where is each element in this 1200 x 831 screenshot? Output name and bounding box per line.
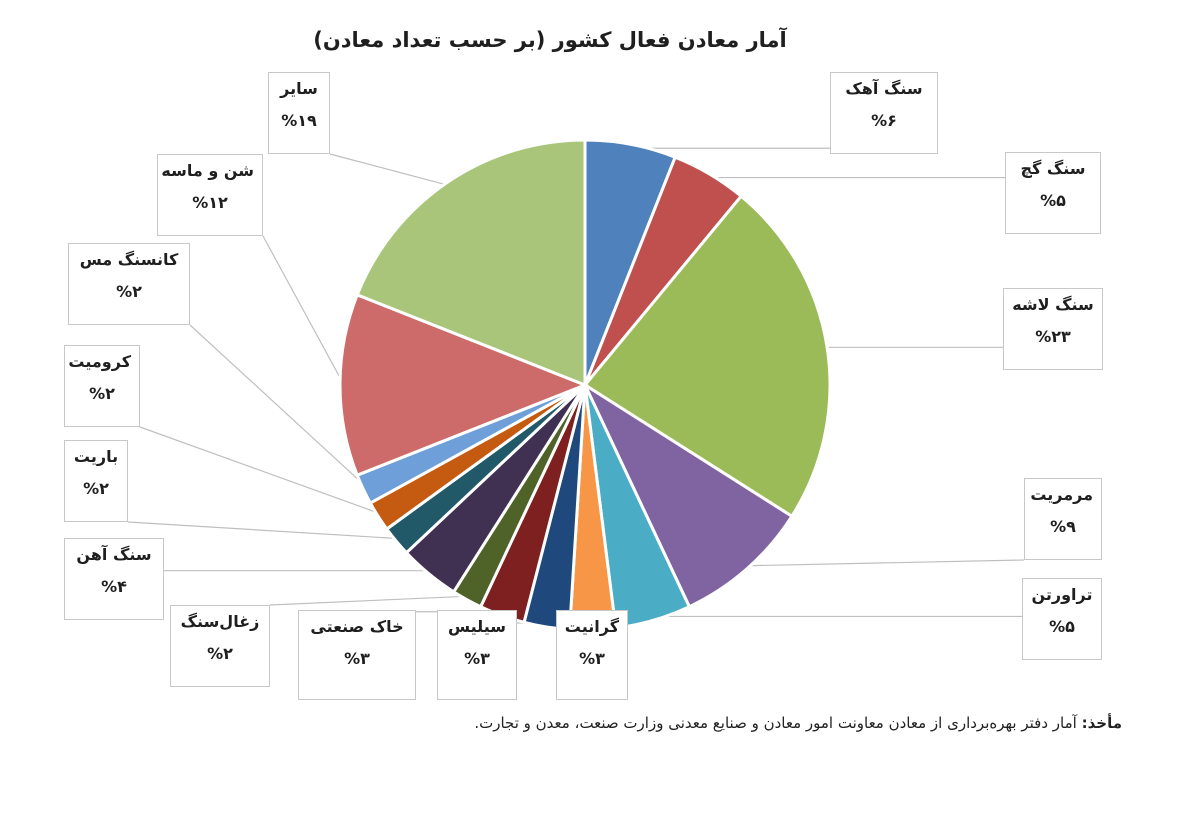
slice-label: سنگ آهن %۴: [64, 538, 164, 620]
pie-slices: [338, 138, 832, 632]
slice-label: شن و ماسه %۱۲: [157, 154, 263, 236]
slice-label-percent: %۲: [83, 479, 109, 498]
pie-slice: [338, 292, 590, 478]
leader-line: [262, 235, 345, 386]
slice-label-name: سنگ لاشه: [1012, 295, 1094, 314]
slice-label: گرانیت %۳: [556, 610, 628, 700]
slice-label-percent: %۱۲: [192, 193, 228, 212]
slice-label-percent: %۶: [871, 111, 897, 130]
slice-label-name: زغال‌سنگ: [180, 612, 260, 631]
slice-label-percent: %۲: [207, 644, 233, 663]
pie-slice: [582, 194, 832, 519]
slice-label-name: سنگ آهک: [845, 79, 923, 98]
slice-label-name: سنگ گچ: [1020, 159, 1086, 178]
slice-label-name: سیلیس: [448, 617, 506, 636]
slice-label-name: گرانیت: [564, 617, 619, 636]
slice-label-name: شن و ماسه: [161, 161, 254, 180]
slice-label-percent: %۱۹: [281, 111, 317, 130]
slice-label: تراورتن %۵: [1022, 578, 1102, 660]
slice-label-percent: %۳: [579, 649, 605, 668]
slice-label: سنگ لاشه %۲۳: [1003, 288, 1103, 370]
slice-label-name: مرمریت: [1030, 485, 1093, 504]
chart-title: آمار معادن فعال کشور (بر حسب تعداد معادن…: [313, 28, 787, 52]
slice-label-name: کرومیت: [68, 352, 131, 371]
slice-label-name: سایر: [280, 79, 318, 98]
slice-label-percent: %۳: [344, 649, 370, 668]
slice-label: باریت %۲: [64, 440, 128, 522]
slice-label-percent: %۳: [464, 649, 490, 668]
source-text: آمار دفتر بهره‌برداری از معادن معاونت ام…: [474, 714, 1077, 732]
slice-label-percent: %۵: [1049, 617, 1075, 636]
slice-label-name: تراورتن: [1031, 585, 1093, 604]
leader-line: [744, 559, 1025, 567]
leader-line: [127, 521, 400, 540]
pie-slice: [581, 380, 794, 609]
slice-label-name: باریت: [73, 447, 119, 466]
slice-label: کانسنگ مس %۲: [68, 243, 190, 325]
leader-line: [269, 595, 469, 606]
slice-label: سنگ گچ %۵: [1005, 152, 1101, 234]
slice-label-percent: %۴: [101, 577, 127, 596]
source-note: مأخذ: آمار دفتر بهره‌برداری از معادن معا…: [222, 714, 1122, 732]
slice-label: کرومیت %۲: [64, 345, 140, 427]
slice-label-name: کانسنگ مس: [79, 250, 179, 269]
slice-label: سایر %۱۹: [268, 72, 330, 154]
slice-label-percent: %۹: [1050, 517, 1076, 536]
slice-label: سنگ آهک %۶: [830, 72, 938, 154]
leader-line: [189, 324, 368, 489]
slice-label: مرمریت %۹: [1024, 478, 1102, 560]
slice-label-percent: %۲: [116, 282, 142, 301]
slice-label: سیلیس %۳: [437, 610, 517, 700]
slice-label: زغال‌سنگ %۲: [170, 605, 270, 687]
source-prefix: مأخذ:: [1081, 714, 1122, 732]
leader-line: [329, 153, 450, 187]
slice-label-percent: %۲: [89, 384, 115, 403]
slice-label-percent: %۲۳: [1035, 327, 1071, 346]
slice-label-percent: %۵: [1040, 191, 1066, 210]
slice-label-name: سنگ آهن: [76, 545, 152, 564]
slice-label-name: خاک صنعتی: [310, 617, 404, 636]
slice-label: خاک صنعتی %۳: [298, 610, 416, 700]
pie-slice: [355, 138, 587, 388]
leader-line: [139, 426, 382, 515]
